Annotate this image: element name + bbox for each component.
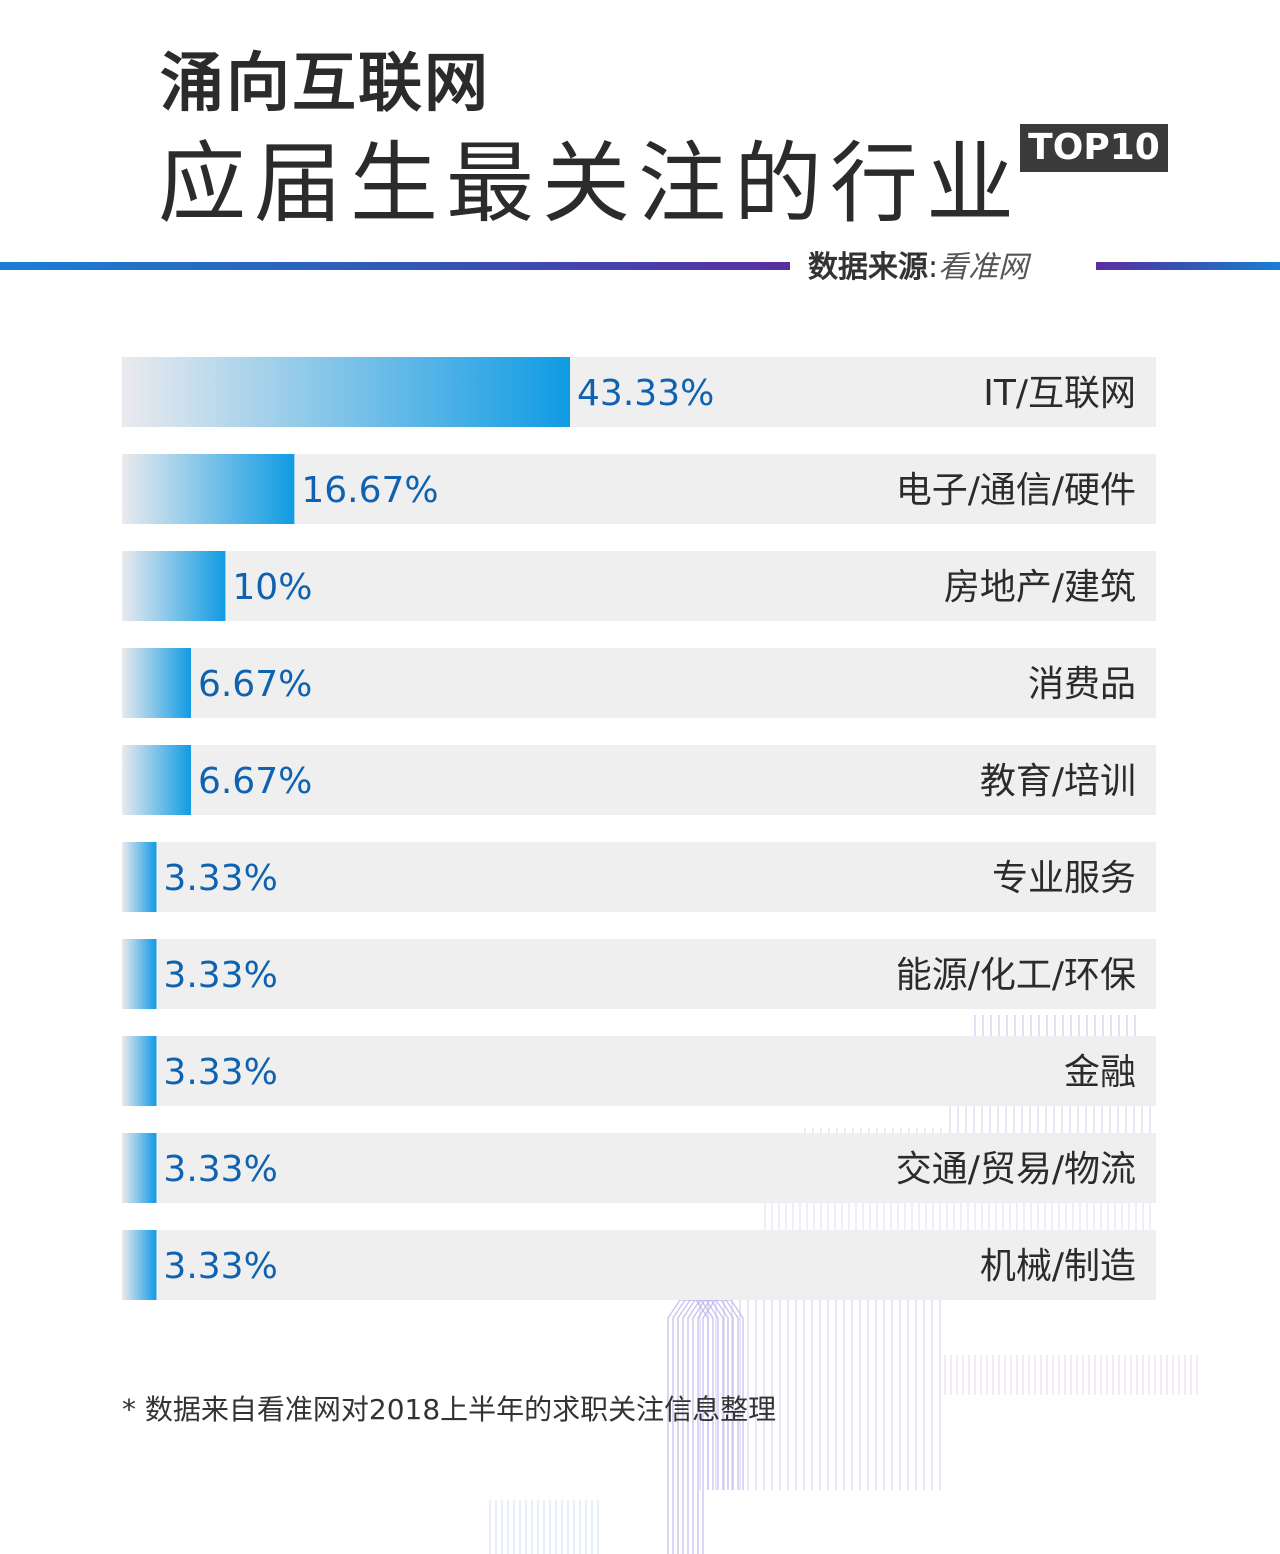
bar xyxy=(122,357,571,427)
bar xyxy=(122,454,295,524)
divider-line-left xyxy=(0,262,790,270)
bar-row: 10% 房地产/建筑 xyxy=(122,551,1156,621)
bar-row: 6.67% 教育/培训 xyxy=(122,745,1156,815)
bar xyxy=(122,1230,157,1300)
bar-value-label: 16.67% xyxy=(301,470,438,511)
bar-track xyxy=(122,1133,1156,1203)
bar xyxy=(122,1036,157,1106)
category-label: 专业服务 xyxy=(992,858,1136,899)
bar xyxy=(122,648,191,718)
bar-group: 43.33% IT/互联网 16.67% 电子/通信/硬件 10% 房地产/建筑 6.67%… xyxy=(122,357,1156,1300)
bar-row: 16.67% 电子/通信/硬件 xyxy=(122,454,1156,524)
bar xyxy=(122,745,191,815)
footnote: * 数据来自看准网对2018上半年的求职关注信息整理 xyxy=(122,1393,777,1426)
category-label: 消费品 xyxy=(1028,664,1136,705)
category-label: 机械/制造 xyxy=(980,1246,1136,1287)
category-label: 能源/化工/环保 xyxy=(896,955,1136,996)
page-title: 涌向互联网 xyxy=(160,47,490,121)
bar xyxy=(122,551,226,621)
bar-value-label: 6.67% xyxy=(198,761,312,802)
bar-track xyxy=(122,842,1156,912)
bar-row: 3.33% 能源/化工/环保 xyxy=(122,939,1156,1009)
bar-value-label: 3.33% xyxy=(163,1052,277,1093)
source-value: 看准网 xyxy=(938,250,1029,285)
source-label: 数据来源 xyxy=(808,250,928,285)
bar-value-label: 3.33% xyxy=(163,1149,277,1190)
bar-row: 3.33% 交通/贸易/物流 xyxy=(122,1133,1156,1203)
category-label: 电子/通信/硬件 xyxy=(896,470,1136,511)
bar-value-label: 6.67% xyxy=(198,664,312,705)
bar-value-label: 3.33% xyxy=(163,955,277,996)
bar-track xyxy=(122,745,1156,815)
bar-value-label: 3.33% xyxy=(163,858,277,899)
bar xyxy=(122,939,157,1009)
bar-value-label: 43.33% xyxy=(577,373,714,414)
divider-line-right xyxy=(1096,262,1280,270)
category-label: 交通/贸易/物流 xyxy=(896,1149,1136,1190)
bar xyxy=(122,842,157,912)
top10-badge: TOP10 xyxy=(1020,124,1168,172)
bar-row: 6.67% 消费品 xyxy=(122,648,1156,718)
bar-track xyxy=(122,1230,1156,1300)
bar-track xyxy=(122,939,1156,1009)
bar-track xyxy=(122,551,1156,621)
category-label: IT/互联网 xyxy=(983,373,1136,414)
bar-track xyxy=(122,1036,1156,1106)
bar-row: 3.33% 专业服务 xyxy=(122,842,1156,912)
bar xyxy=(122,1133,157,1203)
source-separator: : xyxy=(928,250,939,285)
bar-row: 3.33% 机械/制造 xyxy=(122,1230,1156,1300)
bar-value-label: 10% xyxy=(232,567,312,608)
category-label: 教育/培训 xyxy=(980,761,1136,802)
category-label: 金融 xyxy=(1064,1052,1136,1093)
bar-row: 43.33% IT/互联网 xyxy=(122,357,1156,427)
bar-row: 3.33% 金融 xyxy=(122,1036,1156,1106)
page-subtitle: 应届生最关注的行业 xyxy=(158,132,1023,235)
category-label: 房地产/建筑 xyxy=(944,567,1136,608)
bar-value-label: 3.33% xyxy=(163,1246,277,1287)
bar-track xyxy=(122,648,1156,718)
data-source: 数据来源:看准网 xyxy=(808,248,1028,288)
